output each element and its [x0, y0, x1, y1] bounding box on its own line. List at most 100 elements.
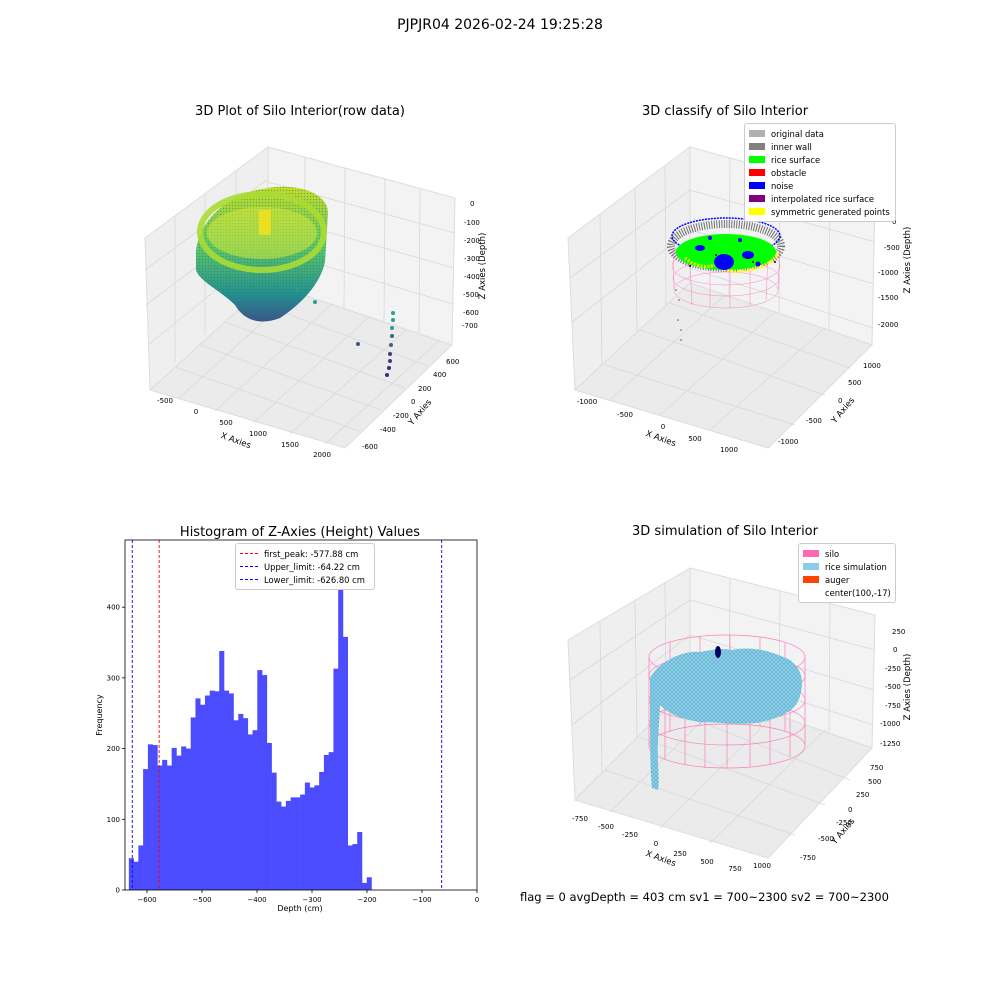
histogram-bar	[328, 752, 334, 890]
legend-swatch	[803, 576, 819, 583]
histogram-bar	[271, 772, 277, 890]
plot4-ytick: 250	[856, 791, 869, 799]
histogram-bar	[214, 691, 220, 890]
plot1-ztick: -600	[463, 309, 479, 317]
plot4-zlabel: Z Axies (Depth)	[903, 654, 913, 721]
plot1-ytick: -400	[380, 426, 396, 434]
histogram-bar	[190, 717, 196, 890]
plot4-xtick: -500	[598, 823, 614, 831]
plot1-ytick: 600	[446, 358, 459, 366]
histogram-lines	[131, 540, 443, 890]
plot2-ztick: -1000	[878, 269, 898, 277]
plot4-ztick: -1250	[880, 740, 900, 748]
histogram-bar	[224, 690, 230, 890]
plot1-xtick: -500	[157, 397, 173, 405]
plot1-xtick: 2000	[313, 451, 331, 459]
plot2-title: 3D classify of Silo Interior	[641, 104, 809, 119]
plot2-xlabel: X Axies	[644, 429, 677, 449]
legend-item: rice simulation	[803, 560, 891, 573]
legend-swatch	[803, 550, 819, 557]
plot4-ztick: 250	[892, 628, 905, 636]
plot1-ytick: 0	[411, 398, 415, 406]
histogram-xtick-label: −100	[412, 896, 431, 904]
plot4-ztick: -750	[885, 702, 901, 710]
plot4-ytick: -500	[818, 835, 834, 843]
plot4-ztick: -250	[885, 665, 901, 673]
histogram-bars	[128, 554, 372, 890]
histogram-xtick-label: 0	[475, 896, 479, 904]
histogram-frame	[124, 539, 478, 891]
plot4-ztick: -500	[885, 683, 901, 691]
plot2-ytick: 0	[838, 397, 842, 405]
plot4-xtick: 500	[700, 858, 713, 866]
histogram-bar	[209, 690, 215, 890]
plot4-ytick: -250	[836, 819, 852, 827]
histogram-bar	[152, 745, 158, 890]
plot1-ztick: -300	[464, 255, 480, 263]
plot4-ztick: -1000	[880, 720, 900, 728]
plot2-xtick: 1000	[720, 446, 738, 454]
legend-label: noise	[771, 180, 794, 191]
histogram-bar	[195, 698, 201, 890]
plot1-ytick: -200	[393, 412, 409, 420]
plot1-3d-axes: -500 0 500 1000 1500 2000 -600 -400 -200…	[144, 146, 488, 459]
histogram-bar	[128, 858, 134, 890]
legend-label: first_peak: -577.88 cm	[264, 548, 359, 559]
plot2-xtick: -1000	[577, 398, 597, 406]
plot4-3d-axes: -750 -500 -250 0 250 500 750 1000 -750 -…	[567, 567, 913, 873]
legend-swatch	[803, 589, 819, 596]
legend-swatch	[749, 169, 765, 176]
plot1-title: 3D Plot of Silo Interior(row data)	[195, 104, 405, 119]
legend-item: first_peak: -577.88 cm	[240, 547, 370, 560]
legend-item: inner wall	[749, 140, 891, 153]
legend-line	[240, 553, 258, 554]
plot2-zlabel: Z Axies (Depth)	[903, 227, 913, 294]
histogram-bar	[143, 769, 149, 890]
plot2-ytick: 1000	[863, 362, 881, 370]
histogram-ytick-label: 300	[107, 674, 120, 682]
histogram-bar	[147, 744, 153, 890]
plot1-ytick: 400	[433, 371, 446, 379]
legend-swatch	[749, 143, 765, 150]
legend-item: interpolated rice surface	[749, 192, 891, 205]
histogram-bar	[347, 845, 353, 890]
histogram-bar	[228, 693, 234, 890]
histogram-bar	[281, 806, 287, 890]
histogram-xtick-label: −400	[247, 896, 266, 904]
histogram-bar	[157, 765, 163, 890]
histogram-bar	[357, 832, 363, 890]
plot4-ytick: 500	[868, 778, 881, 786]
legend-label: symmetric generated points	[771, 206, 890, 217]
figure-title: PJPJR04 2026-02-24 19:25:28	[397, 17, 603, 33]
histogram-bar	[342, 636, 348, 890]
histogram-bar	[295, 797, 301, 890]
histogram-ytick-label: 0	[116, 887, 120, 895]
histogram-bar	[285, 800, 291, 890]
plot1-ztick: -700	[462, 322, 478, 330]
legend-swatch	[749, 195, 765, 202]
legend-item: original data	[749, 127, 891, 140]
histogram-ticks: −600 −500 −400 −300 −200 −100 0 0 100 200 300 400	[107, 604, 480, 904]
histogram-bar	[262, 675, 268, 890]
legend-swatch	[803, 563, 819, 570]
plot2-xtick: -500	[617, 411, 633, 419]
plot1-xtick: 0	[194, 408, 198, 416]
plot4-xtick: 750	[728, 865, 741, 873]
histogram-bar	[252, 730, 258, 890]
legend-label: silo	[825, 548, 840, 559]
histogram-bar	[323, 754, 329, 890]
plot4-xtick: 250	[673, 850, 686, 858]
plot1-ztick: -500	[463, 291, 479, 299]
histogram-bar	[276, 801, 282, 890]
histogram-bar	[361, 882, 368, 890]
plot4-ytick: 750	[870, 764, 883, 772]
histogram-bar	[219, 651, 225, 890]
plot1-zlabel: Z Axies (Depth)	[478, 233, 488, 300]
histogram-bar	[181, 746, 187, 890]
legend-item: rice surface	[749, 153, 891, 166]
histogram-bar	[185, 748, 191, 890]
plot2-xtick: 500	[688, 435, 701, 443]
legend-item: Lower_limit: -626.80 cm	[240, 573, 370, 586]
legend-label: Lower_limit: -626.80 cm	[264, 574, 365, 585]
histogram-ylabel: Frequency	[95, 694, 104, 736]
